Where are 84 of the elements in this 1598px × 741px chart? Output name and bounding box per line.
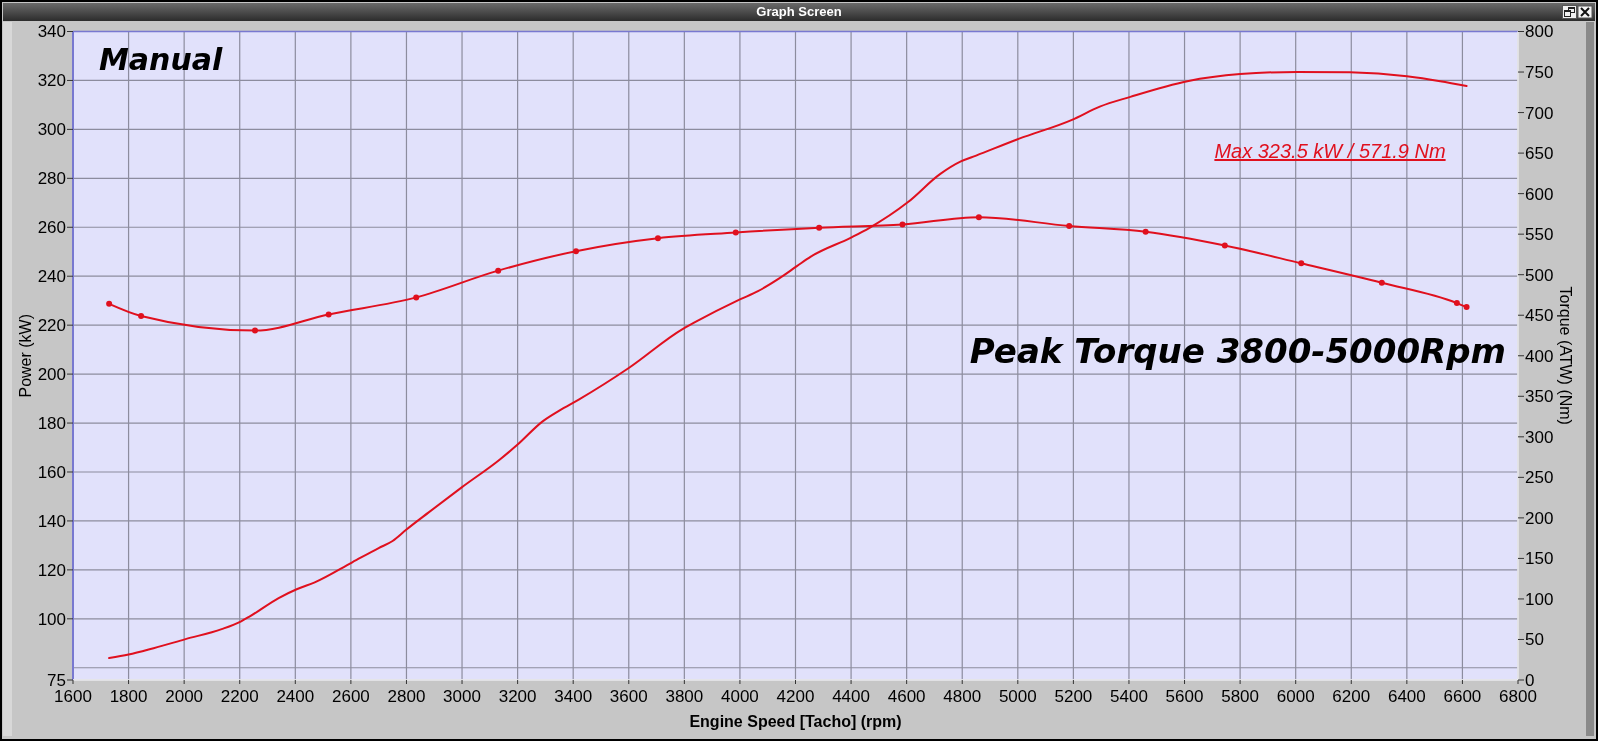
y-axis-title: Power (kW)	[17, 313, 34, 398]
y2-tick-label: 450	[1525, 306, 1554, 326]
y-tick-label: 100	[37, 609, 66, 629]
y2-tick-label: 250	[1525, 468, 1554, 488]
point	[732, 229, 739, 236]
y-tick-label: 280	[37, 169, 66, 189]
point	[975, 214, 982, 221]
y2-tick-label: 800	[1525, 22, 1554, 42]
point	[816, 224, 823, 231]
y-tick-label: 180	[37, 414, 66, 433]
x-tick-label: 3000	[443, 687, 481, 706]
x-tick-label: 5200	[1054, 687, 1093, 706]
point	[1463, 304, 1470, 311]
x-tick-label: 4200	[776, 687, 815, 706]
y2-tick-label: 700	[1525, 103, 1554, 123]
point	[1221, 242, 1228, 249]
x-axis-title: Engine Speed [Tacho] (rpm)	[689, 713, 902, 730]
y-tick-label: 220	[37, 316, 66, 336]
point	[413, 294, 420, 301]
y-tick-label: 320	[37, 71, 66, 91]
point	[1142, 228, 1149, 235]
point	[495, 267, 502, 274]
x-tick-label: 1600	[54, 687, 92, 706]
y2-tick-label: 0	[1525, 670, 1535, 690]
x-tick-label: 2800	[387, 687, 426, 706]
x-tick-label: 2600	[331, 687, 370, 706]
y2-tick-label: 200	[1525, 508, 1554, 528]
y2-tick-label: 300	[1525, 427, 1554, 447]
point	[899, 221, 906, 228]
y-tick-label: 75	[47, 670, 66, 690]
y2-tick-label: 150	[1525, 549, 1554, 569]
x-tick-label: 3800	[665, 687, 704, 706]
point	[1066, 223, 1073, 230]
x-tick-label: 4000	[721, 687, 759, 706]
x-tick-label: 4400	[832, 687, 870, 706]
y-tick-label: 240	[37, 267, 66, 287]
y-tick-label: 160	[37, 462, 66, 482]
y-tick-label: 120	[37, 560, 66, 580]
x-tick-label: 6600	[1443, 687, 1482, 706]
y-tick-label: 260	[37, 218, 66, 238]
point	[106, 300, 113, 307]
point	[325, 311, 332, 318]
point	[138, 313, 145, 320]
x-tick-label: 3400	[554, 687, 593, 706]
point	[1453, 300, 1460, 307]
y2-tick-label: 100	[1525, 589, 1554, 609]
x-tick-label: 5600	[1165, 687, 1204, 706]
point	[1298, 260, 1305, 267]
point	[654, 235, 661, 242]
point	[572, 248, 579, 255]
x-tick-label: 6800	[1499, 687, 1537, 706]
chart-title: Graph Screen	[756, 4, 842, 19]
y-tick-label: 340	[37, 22, 66, 42]
x-tick-label: 2000	[165, 687, 204, 706]
y2-tick-label: 350	[1525, 387, 1554, 407]
x-tick-label: 4800	[943, 687, 982, 706]
annotation: Max 323.5 kW / 571.9 Nm	[1214, 140, 1446, 162]
x-tick-label: 6000	[1276, 687, 1315, 706]
annotation: Manual	[99, 42, 224, 77]
y2-tick-label: 600	[1525, 184, 1554, 204]
x-tick-label: 3600	[609, 687, 648, 706]
x-tick-label: 6200	[1332, 687, 1371, 706]
point	[1378, 279, 1385, 286]
x-tick-label: 2400	[276, 687, 315, 706]
x-tick-label: 6400	[1387, 687, 1426, 706]
point	[252, 327, 259, 334]
y-tick-label: 300	[37, 120, 66, 140]
x-tick-label: 4600	[887, 687, 926, 706]
y2-tick-label: 50	[1525, 630, 1544, 650]
x-tick-label: 5800	[1221, 687, 1260, 706]
x-tick-label: 5000	[998, 687, 1037, 706]
x-tick-label: 3200	[498, 687, 537, 706]
x-tick-label: 2200	[220, 687, 259, 706]
x-tick-label: 1800	[109, 687, 148, 706]
annotation: Peak Torque 3800-5000Rpm	[969, 331, 1506, 371]
y-tick-label: 200	[37, 365, 66, 385]
y-tick-label: 140	[37, 511, 66, 531]
y2-tick-label: 400	[1525, 346, 1554, 366]
y2-tick-label: 550	[1525, 225, 1554, 245]
y2-tick-label: 500	[1525, 265, 1554, 285]
x-tick-label: 5400	[1110, 687, 1148, 706]
y2-tick-label: 750	[1525, 62, 1554, 82]
y2-tick-label: 650	[1525, 144, 1554, 164]
y2-axis-title: Torque (ATW) (Nm)	[1557, 286, 1574, 425]
